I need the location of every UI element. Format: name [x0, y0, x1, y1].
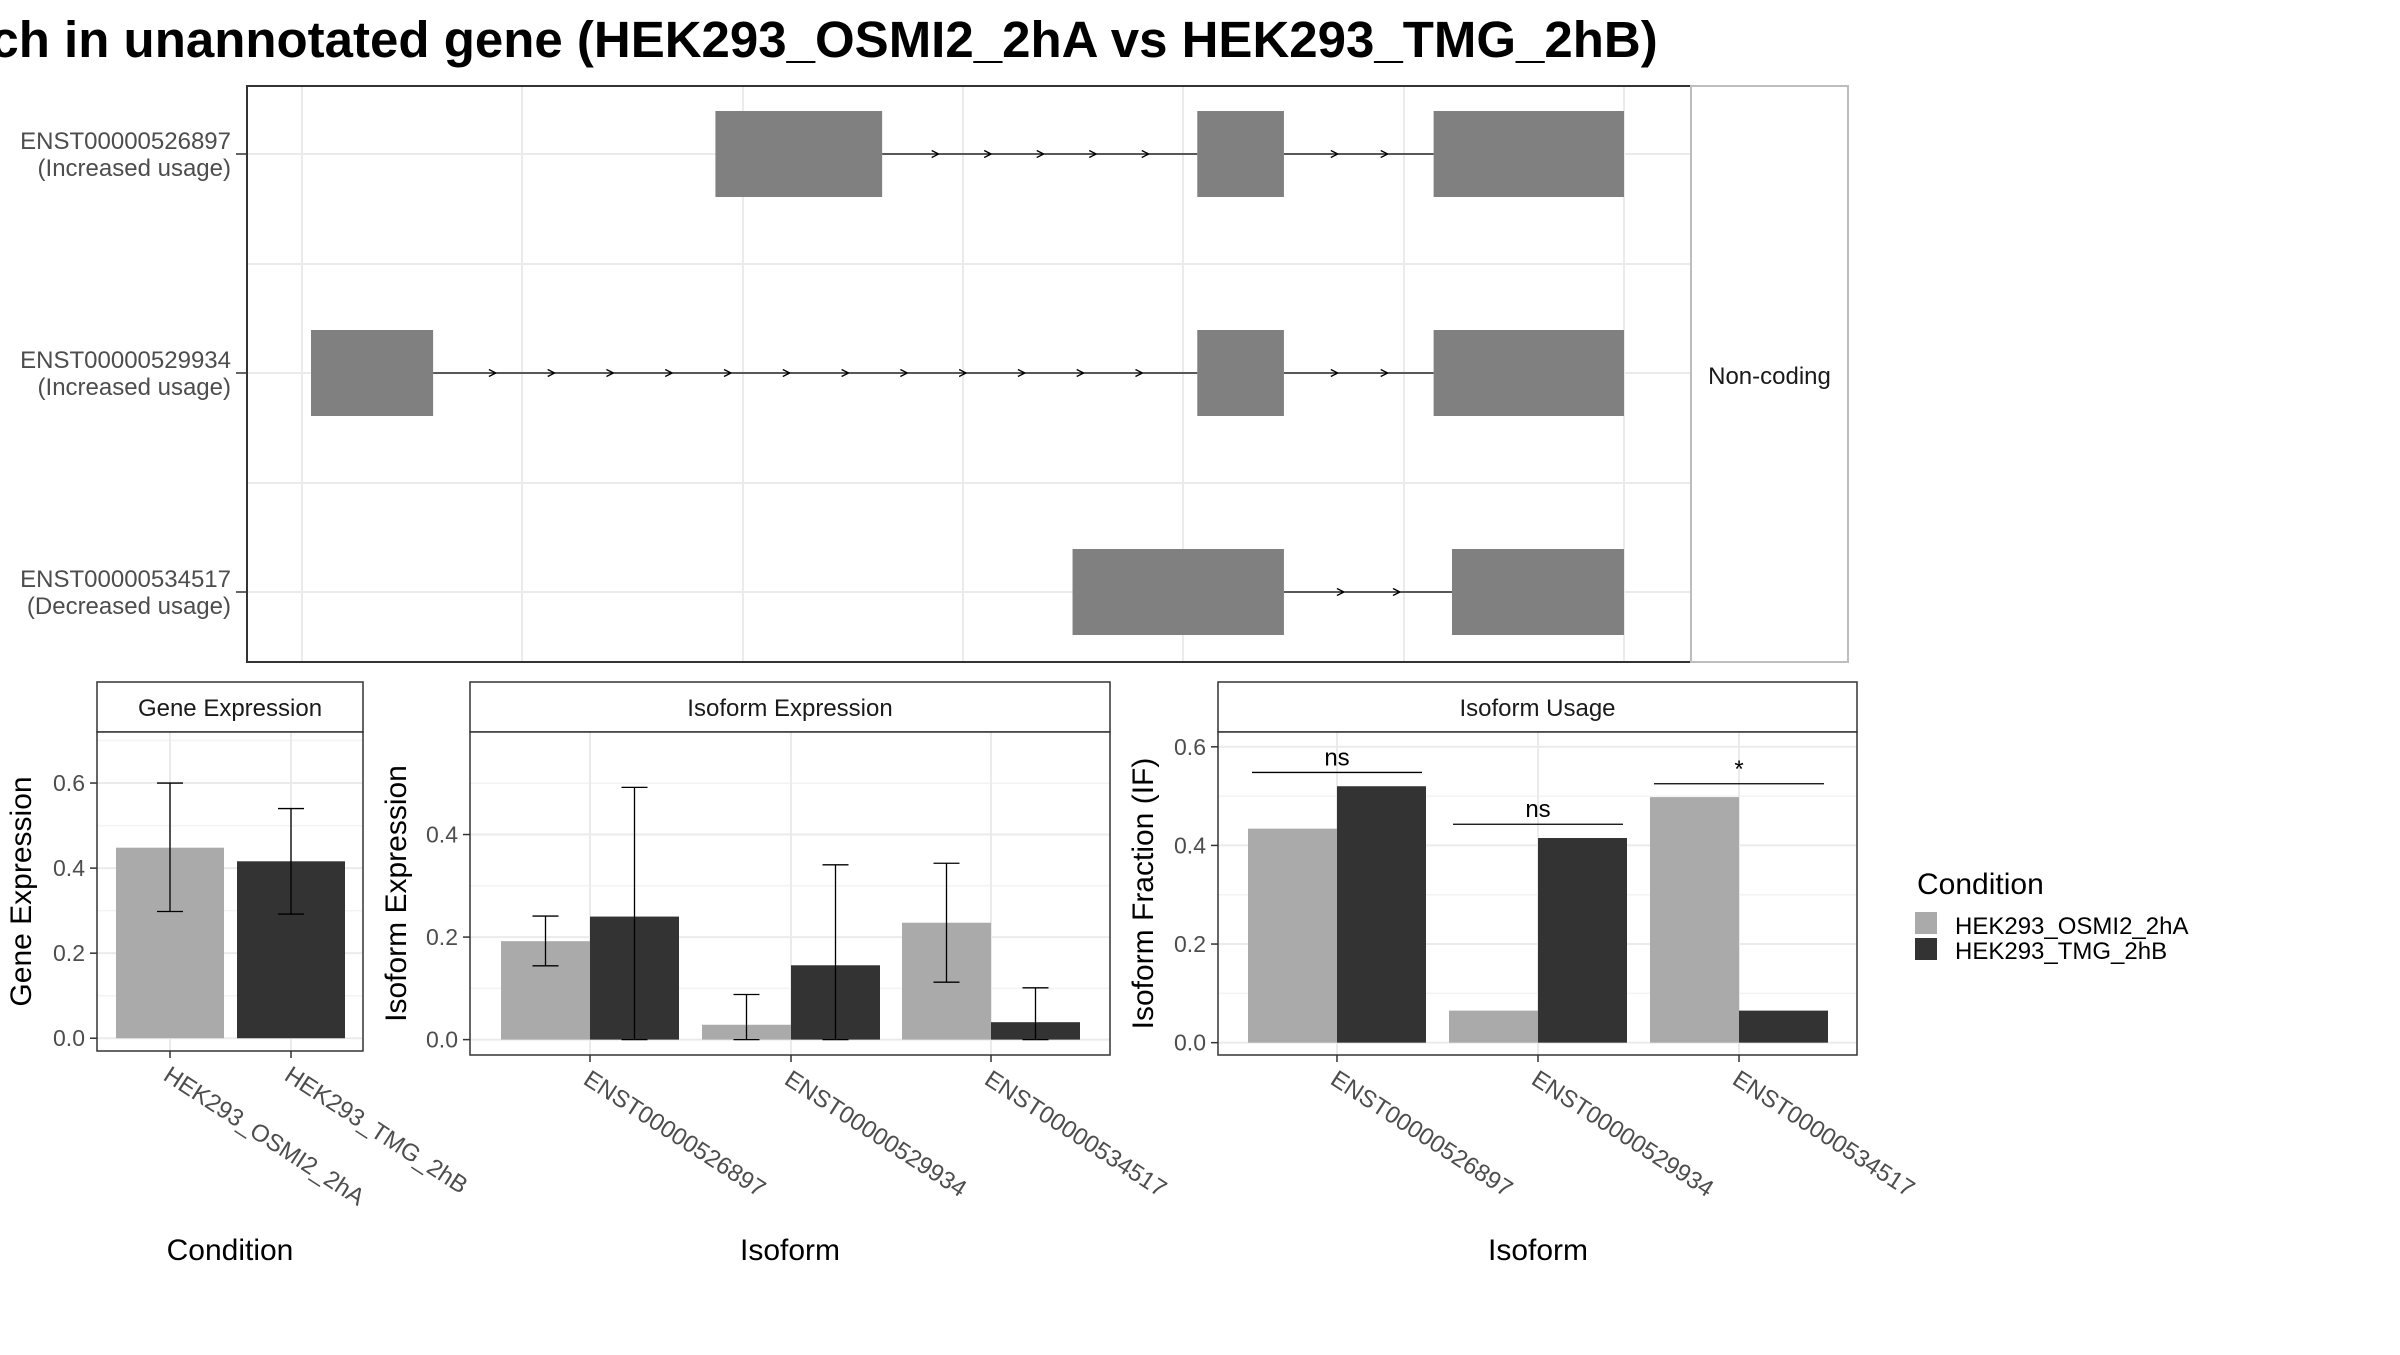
- intron-direction-arrow: [1380, 149, 1390, 159]
- x-axis-title: Isoform: [1488, 1234, 1588, 1267]
- transcript-id-label: ENST00000534517: [20, 566, 231, 593]
- legend-title: Condition: [1917, 868, 2044, 901]
- intron-direction-arrow: [1036, 149, 1046, 159]
- intron-direction-arrow: [931, 149, 941, 159]
- intron-direction-arrow: [664, 368, 674, 378]
- intron-direction-arrow: [1135, 368, 1144, 378]
- intron-direction-arrow: [1330, 368, 1340, 378]
- transcript-structure-panel: ENST00000526897(Increased usage)ENST0000…: [20, 85, 1849, 663]
- intron-direction-arrow: [782, 368, 792, 378]
- transcript-usage-label: (Increased usage): [38, 374, 231, 401]
- intron-direction-arrow: [1392, 587, 1402, 597]
- intron-direction-arrow: [900, 368, 909, 378]
- exon-block: [1072, 549, 1284, 635]
- transcript-usage-label: (Increased usage): [38, 155, 231, 182]
- legend-label-condition-a: HEK293_OSMI2_2hA: [1955, 913, 2188, 940]
- exon-block: [1433, 111, 1624, 197]
- transcript-id-label: ENST00000526897: [20, 128, 231, 155]
- intron-direction-arrow: [983, 149, 993, 159]
- plot-border: [96, 731, 364, 1052]
- exon-block: [1451, 549, 1624, 635]
- y-axis-title: Isoform Fraction (IF): [1127, 758, 1160, 1030]
- exon-block: [311, 330, 434, 416]
- bar: [1650, 797, 1739, 1043]
- bar: [1248, 828, 1337, 1043]
- panel-strip-label: Isoform Expression: [687, 695, 892, 722]
- intron-direction-arrow: [488, 368, 498, 378]
- intron-direction-arrow: [547, 368, 557, 378]
- y-tick-label: 0.4: [426, 822, 458, 848]
- legend-label-condition-b: HEK293_TMG_2hB: [1955, 938, 2167, 965]
- panel-strip-label: Isoform Usage: [1459, 695, 1615, 722]
- y-tick-label: 0.6: [53, 770, 85, 796]
- exon-block: [1197, 330, 1284, 416]
- intron-direction-arrow: [841, 368, 851, 378]
- intron-direction-arrow: [723, 368, 733, 378]
- y-axis-title: Isoform Expression: [380, 765, 413, 1022]
- legend-swatch-condition-b: [1915, 938, 1937, 960]
- intron-direction-arrow: [1380, 368, 1390, 378]
- figure-title: Isoform switch in unannotated gene (HEK2…: [0, 11, 1658, 68]
- transcript-id-label: ENST00000529934: [20, 347, 231, 374]
- y-tick-label: 0.0: [1174, 1030, 1206, 1056]
- structure-strip: [1690, 85, 1849, 663]
- bar: [1449, 1010, 1538, 1043]
- y-tick-label: 0.2: [426, 924, 458, 950]
- bar: [1739, 1010, 1828, 1043]
- legend-swatch-condition-a: [1915, 912, 1937, 934]
- intron-direction-arrow: [606, 368, 615, 378]
- intron-direction-arrow: [1336, 587, 1346, 597]
- intron-direction-arrow: [1088, 149, 1098, 159]
- significance-label: *: [1734, 756, 1743, 783]
- panel-strip: [96, 681, 364, 733]
- panel-strip-label: Gene Expression: [138, 695, 322, 722]
- intron-direction-arrow: [1017, 368, 1027, 378]
- intron-direction-arrow: [958, 368, 968, 378]
- y-tick-label: 0.0: [53, 1025, 85, 1051]
- transcript-usage-label: (Decreased usage): [27, 593, 231, 620]
- panel-strip: [1217, 681, 1858, 733]
- y-tick-label: 0.4: [53, 855, 85, 881]
- intron-direction-arrow: [1330, 149, 1340, 159]
- exon-block: [1197, 111, 1284, 197]
- intron-direction-arrow: [1141, 149, 1151, 159]
- intron-direction-arrow: [1076, 368, 1086, 378]
- legend: Condition HEK293_OSMI2_2hA HEK293_TMG_2h…: [1915, 868, 2188, 965]
- y-tick-label: 0.4: [1174, 832, 1206, 858]
- significance-label: ns: [1324, 744, 1349, 771]
- exon-block: [1433, 330, 1624, 416]
- x-axis-title: Isoform: [740, 1234, 840, 1267]
- y-tick-label: 0.6: [1174, 734, 1206, 760]
- structure-strip-label: Non-coding: [1708, 363, 1831, 390]
- y-tick-label: 0.2: [1174, 931, 1206, 957]
- bar: [1538, 838, 1627, 1043]
- significance-label: ns: [1525, 796, 1550, 823]
- x-axis-title: Condition: [167, 1234, 294, 1267]
- y-tick-label: 0.2: [53, 940, 85, 966]
- exon-block: [715, 111, 883, 197]
- y-tick-label: 0.0: [426, 1027, 458, 1053]
- plot-border: [469, 731, 1111, 1056]
- y-axis-title: Gene Expression: [5, 776, 38, 1006]
- bar: [1337, 786, 1426, 1043]
